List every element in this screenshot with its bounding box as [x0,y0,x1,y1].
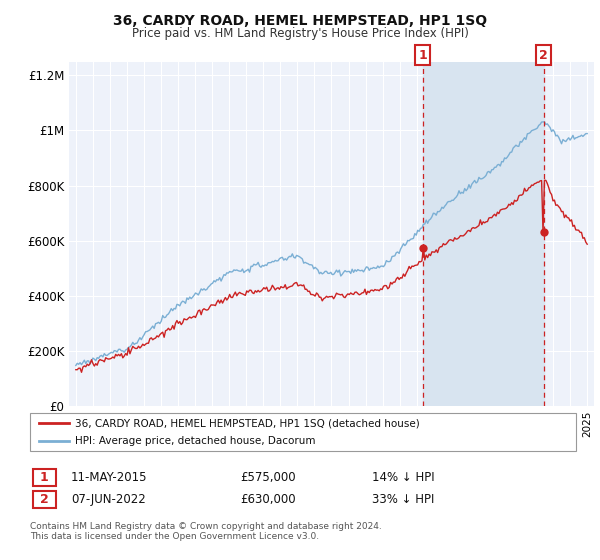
Text: 2: 2 [40,493,49,506]
Text: 33% ↓ HPI: 33% ↓ HPI [372,493,434,506]
Text: Contains HM Land Registry data © Crown copyright and database right 2024.
This d: Contains HM Land Registry data © Crown c… [30,522,382,542]
Text: 36, CARDY ROAD, HEMEL HEMPSTEAD, HP1 1SQ: 36, CARDY ROAD, HEMEL HEMPSTEAD, HP1 1SQ [113,14,487,28]
Text: 1: 1 [40,470,49,484]
Text: 11-MAY-2015: 11-MAY-2015 [71,470,148,484]
Text: 07-JUN-2022: 07-JUN-2022 [71,493,146,506]
Text: HPI: Average price, detached house, Dacorum: HPI: Average price, detached house, Daco… [75,436,316,446]
Text: £575,000: £575,000 [240,470,296,484]
Text: 2: 2 [539,49,548,62]
Bar [423,62,544,406]
Text: 1: 1 [418,49,427,62]
Text: 14% ↓ HPI: 14% ↓ HPI [372,470,434,484]
Text: 36, CARDY ROAD, HEMEL HEMPSTEAD, HP1 1SQ (detached house): 36, CARDY ROAD, HEMEL HEMPSTEAD, HP1 1SQ… [75,418,420,428]
Text: Price paid vs. HM Land Registry's House Price Index (HPI): Price paid vs. HM Land Registry's House … [131,27,469,40]
Text: £630,000: £630,000 [240,493,296,506]
